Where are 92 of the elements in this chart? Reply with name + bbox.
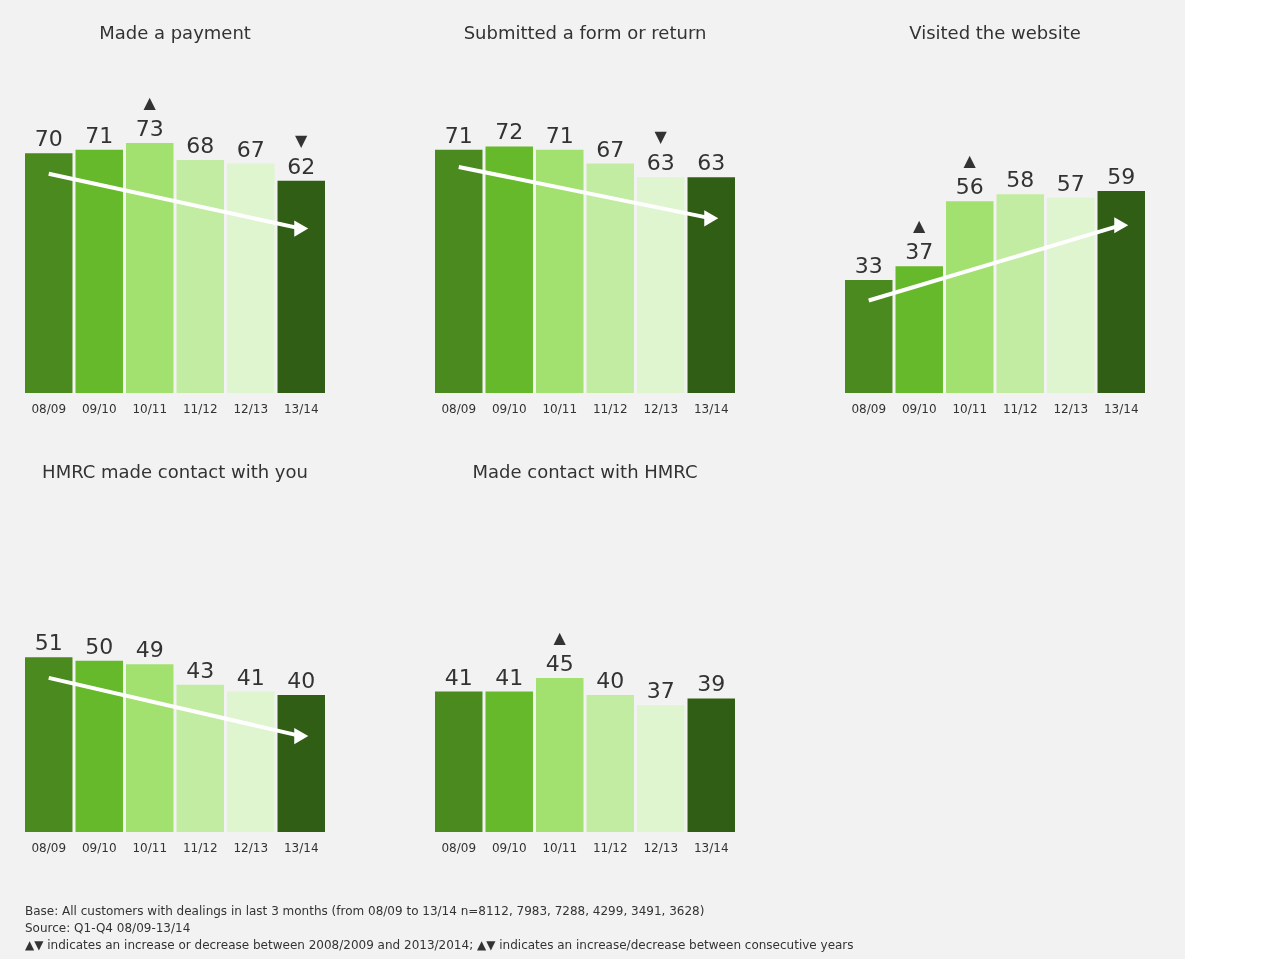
annotation: ▼ xyxy=(654,127,668,147)
data-label: 73 xyxy=(135,116,164,141)
bar xyxy=(1047,197,1095,393)
data-label: 51 xyxy=(34,630,63,656)
data-label: 59 xyxy=(1107,163,1136,189)
x-tick-label: 10/11 xyxy=(132,401,168,416)
bar xyxy=(946,201,994,393)
x-tick-label: 08/09 xyxy=(441,840,477,855)
data-label: 71 xyxy=(545,122,574,148)
chart-title: Visited the website xyxy=(909,22,1081,43)
data-label: 45 xyxy=(545,650,574,676)
x-tick-label: 08/09 xyxy=(851,401,887,416)
data-label: 37 xyxy=(646,678,675,704)
data-label: 67 xyxy=(596,136,625,162)
bar xyxy=(996,194,1044,393)
bar xyxy=(227,691,275,832)
x-tick-label: 09/10 xyxy=(491,840,527,855)
data-label: 72 xyxy=(495,119,524,145)
x-tick-label: 12/13 xyxy=(643,401,679,416)
data-label: 58 xyxy=(1006,167,1035,193)
x-tick-label: 11/12 xyxy=(182,840,218,855)
data-label: 49 xyxy=(135,637,164,663)
text: Base: All customers with dealings in last 3 months (from 08/09 to 13/14 n=8112, 7983, 7288, 4299, 3491, 3628) xyxy=(25,904,705,919)
annotation: ▼ xyxy=(295,130,309,150)
data-label: 37 xyxy=(905,239,934,265)
x-tick-label: 08/09 xyxy=(441,401,477,416)
x-tick-label: 11/12 xyxy=(592,840,628,855)
bar xyxy=(75,660,123,832)
bar xyxy=(75,149,123,393)
data-label: 71 xyxy=(85,122,114,148)
annotation: ▲ xyxy=(913,216,927,236)
data-label: 68 xyxy=(186,133,215,159)
data-label: 57 xyxy=(1056,170,1085,196)
x-tick-label: 08/09 xyxy=(31,401,67,416)
bar xyxy=(227,163,275,393)
x-tick-label: 12/13 xyxy=(233,401,269,416)
x-tick-label: 09/10 xyxy=(81,840,117,855)
bar xyxy=(126,143,174,393)
bar xyxy=(176,684,224,832)
x-tick-label: 13/14 xyxy=(693,401,729,416)
x-tick-label: 11/12 xyxy=(182,401,218,416)
bar xyxy=(25,153,73,393)
data-label: 40 xyxy=(287,668,316,694)
x-tick-label: 10/11 xyxy=(542,401,578,416)
x-tick-label: 10/11 xyxy=(952,401,988,416)
x-tick-label: 12/13 xyxy=(1053,401,1089,416)
data-label: 62 xyxy=(287,153,316,179)
x-tick-label: 09/10 xyxy=(81,401,117,416)
data-label: 41 xyxy=(236,664,265,690)
data-label: 50 xyxy=(85,633,114,659)
chart-title: Made contact with HMRC xyxy=(472,461,698,482)
bar xyxy=(277,695,325,832)
data-label: 41 xyxy=(444,664,473,690)
x-tick-label: 13/14 xyxy=(283,840,319,855)
x-tick-label: 11/12 xyxy=(1002,401,1038,416)
x-tick-label: 12/13 xyxy=(643,840,679,855)
x-tick-label: 13/14 xyxy=(1103,401,1139,416)
bar xyxy=(25,657,73,832)
chart-title: Made a payment xyxy=(99,22,251,43)
data-label: 40 xyxy=(596,668,625,694)
source-note: Source: Q1-Q4 08/09-13/14 xyxy=(25,921,191,935)
x-tick-label: 09/10 xyxy=(491,401,527,416)
bar xyxy=(895,266,943,393)
x-tick-label: 13/14 xyxy=(283,401,319,416)
bar xyxy=(176,160,224,393)
data-label: 56 xyxy=(955,174,984,200)
data-label: 63 xyxy=(697,150,726,176)
data-label: 63 xyxy=(646,150,675,176)
data-label: 43 xyxy=(186,657,215,683)
annotation: ▲ xyxy=(553,627,567,647)
x-tick-label: 09/10 xyxy=(901,401,937,416)
text: ▲▼ indicates an increase or decrease between 2008/2009 and 2013/2014; ▲▼ indicates an increase/decrease between consecutive years xyxy=(25,937,854,952)
annotation: ▲ xyxy=(963,151,977,171)
bar xyxy=(126,664,174,832)
chart-title: Submitted a form or return xyxy=(463,22,707,43)
data-label: 70 xyxy=(34,126,63,152)
x-tick-label: 10/11 xyxy=(542,840,578,855)
bar xyxy=(277,180,325,393)
data-label: 71 xyxy=(444,122,473,148)
x-tick-label: 13/14 xyxy=(693,840,729,855)
x-tick-label: 08/09 xyxy=(31,840,67,855)
data-label: 39 xyxy=(697,671,726,697)
data-label: 41 xyxy=(495,664,524,690)
data-label: 33 xyxy=(854,252,883,278)
x-tick-label: 10/11 xyxy=(132,840,168,855)
bar xyxy=(845,279,893,393)
annotation: ▲ xyxy=(143,93,157,112)
bar xyxy=(1097,190,1145,393)
x-tick-label: 11/12 xyxy=(592,401,628,416)
chart-title: HMRC made contact with you xyxy=(42,461,308,482)
x-tick-label: 12/13 xyxy=(233,840,269,855)
data-label: 67 xyxy=(236,136,265,162)
